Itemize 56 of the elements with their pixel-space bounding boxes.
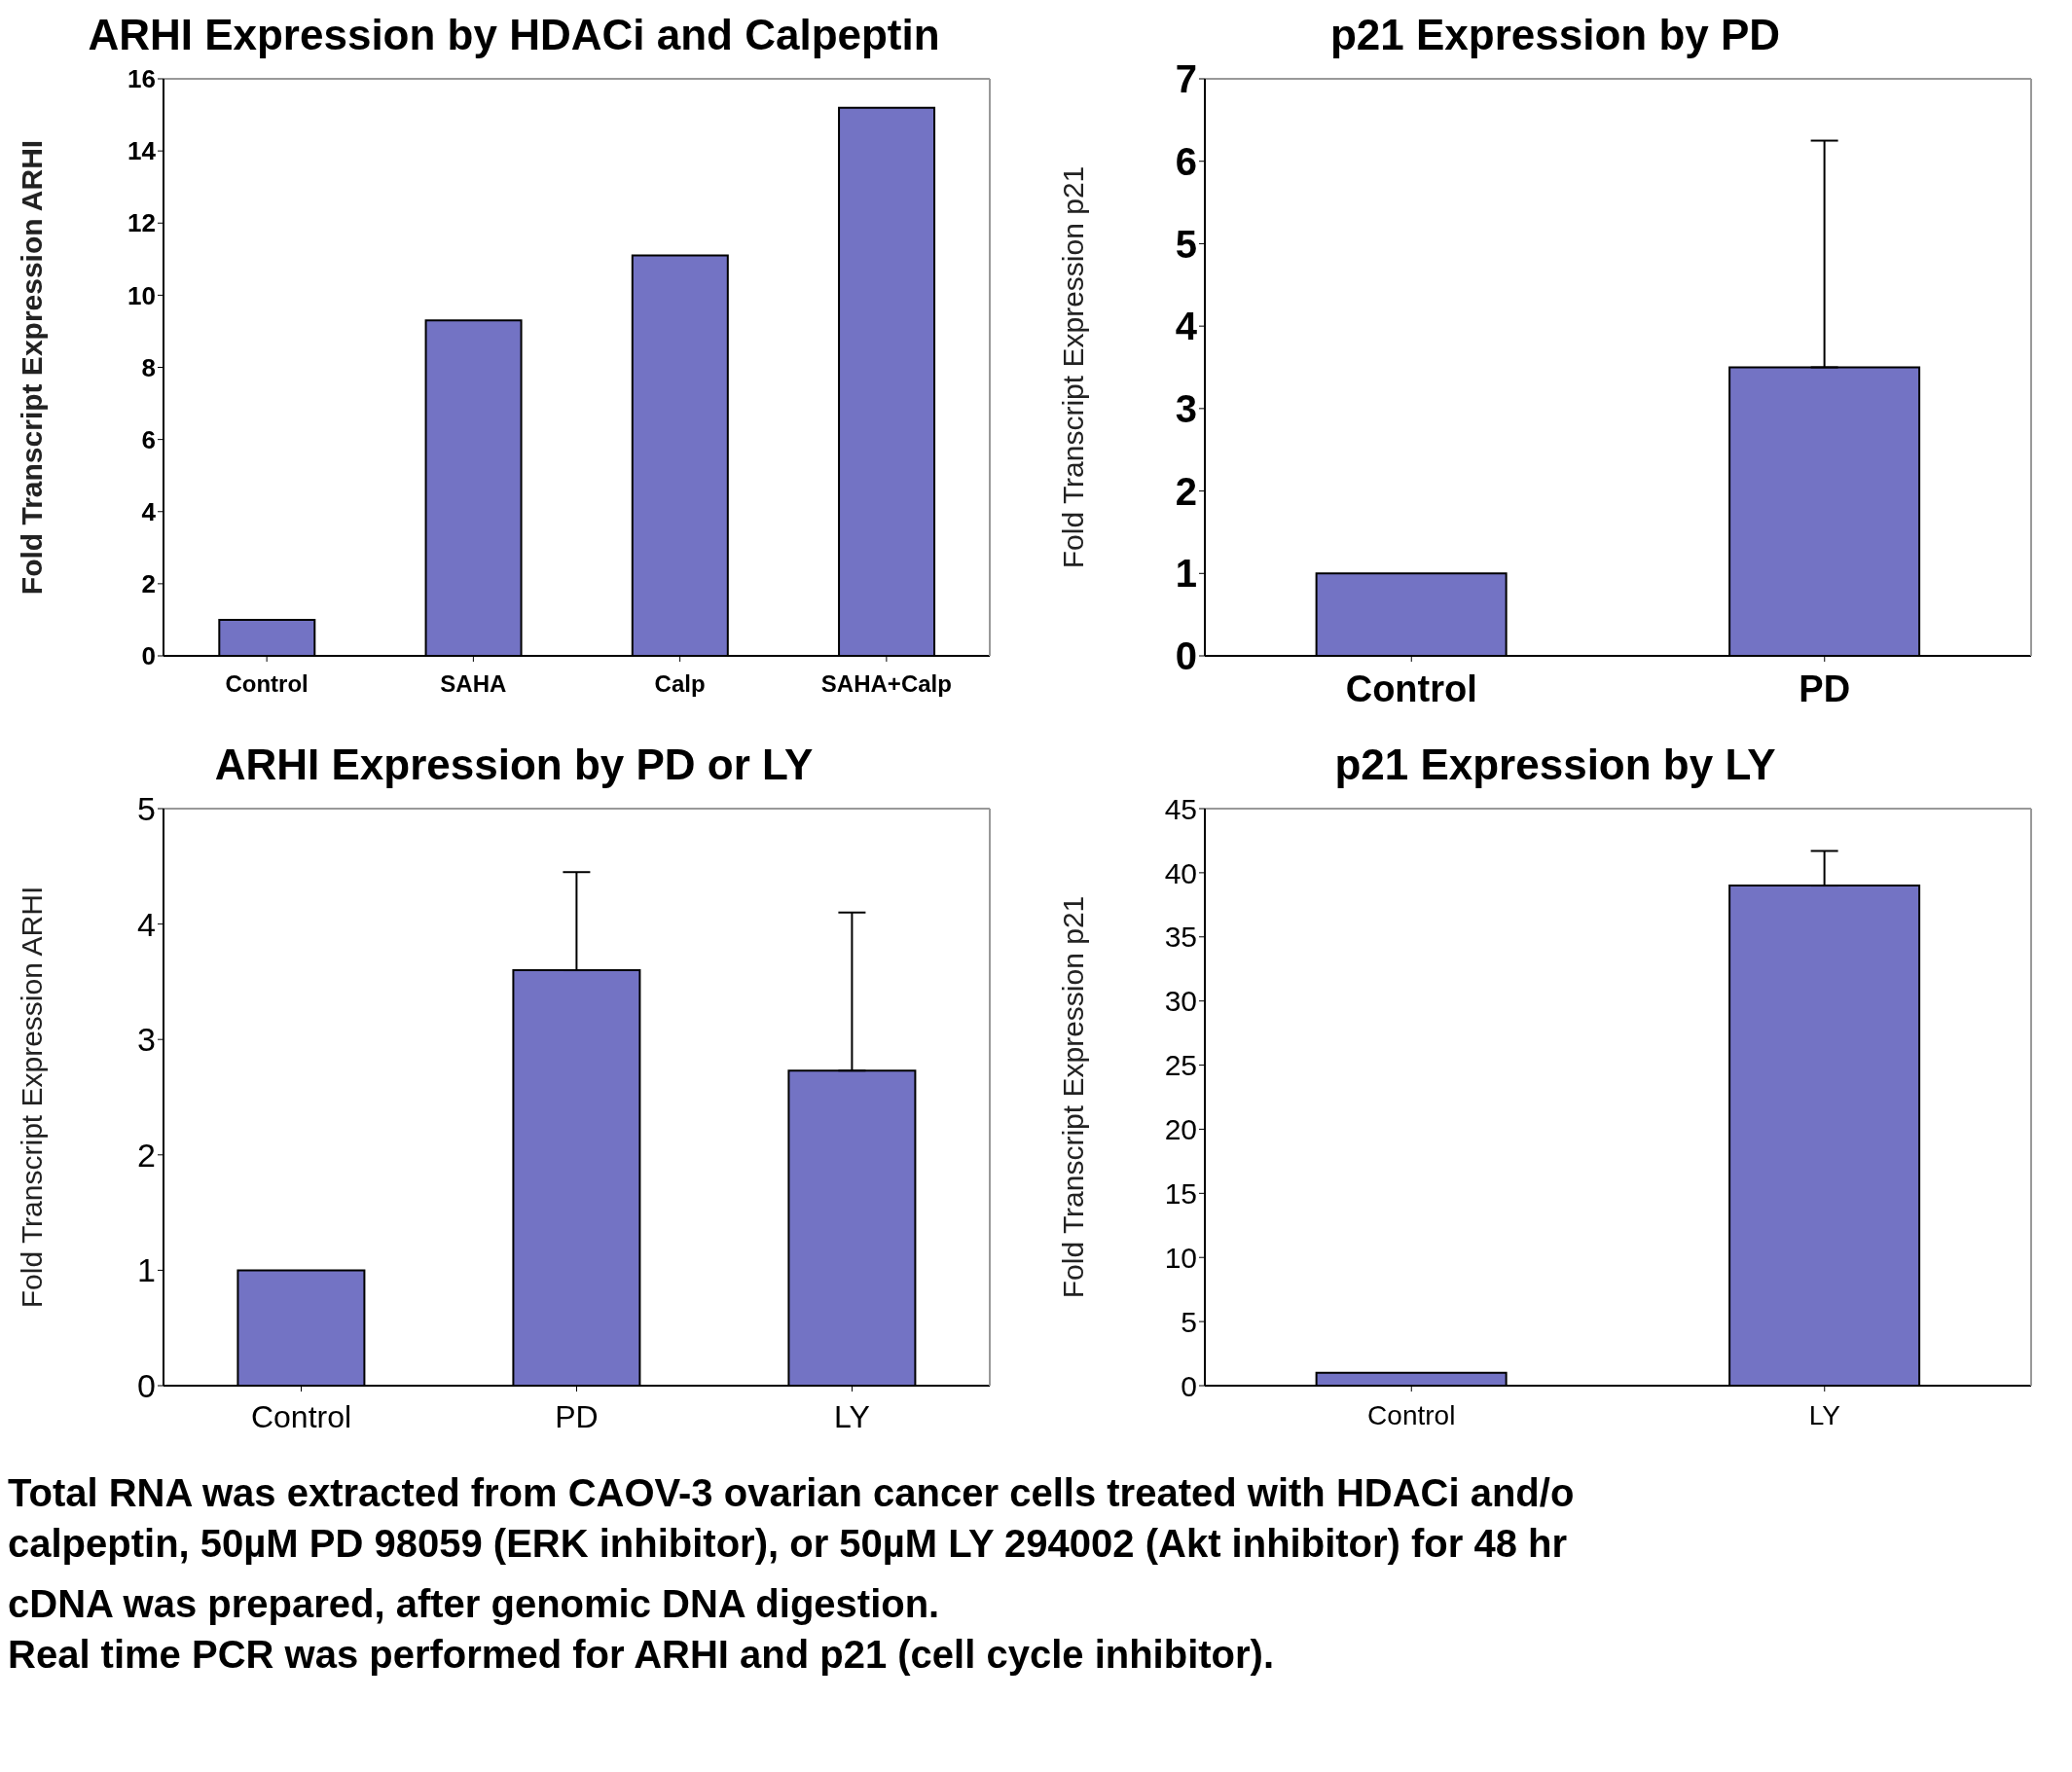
y-tick-label: 5: [137, 790, 156, 828]
y-tick-label: 12: [127, 208, 156, 238]
y-tick-label: 16: [127, 64, 156, 94]
y-tick-label: 0: [1175, 634, 1197, 678]
y-tick-label: 35: [1164, 921, 1197, 954]
y-tick-label: 10: [1164, 1241, 1197, 1274]
y-tick-label: 4: [141, 496, 157, 526]
y-tick-label: 3: [137, 1021, 156, 1059]
y-axis-title: Fold Transcript Expression ARHI: [15, 886, 48, 1309]
y-tick-label: 10: [127, 280, 156, 310]
y-tick-label: 40: [1164, 856, 1197, 889]
x-tick-label: LY: [834, 1398, 870, 1434]
y-axis-title: Fold Transcript Expression p21: [1056, 165, 1089, 569]
y-tick-label: 4: [1175, 305, 1198, 348]
y-tick-label: 7: [1175, 57, 1197, 101]
text: Real time PCR was performed for ARHI and p21 (cell cycle inhibitor).: [8, 1632, 1276, 1678]
y-tick-label: 1: [1175, 552, 1197, 596]
x-tick-label: LY: [1808, 1399, 1841, 1430]
chart-title: p21 Expression by LY: [1333, 740, 1777, 790]
y-tick-label: 2: [137, 1136, 156, 1174]
x-tick-label: Calp: [654, 670, 706, 698]
y-tick-label: 0: [141, 641, 156, 671]
x-tick-label: SAHA+Calp: [820, 670, 952, 698]
y-tick-label: 2: [141, 569, 156, 599]
y-tick-label: 3: [1175, 387, 1197, 431]
y-tick-label: 20: [1164, 1113, 1197, 1146]
y-tick-label: 2: [1175, 469, 1197, 513]
x-tick-label: SAHA: [440, 670, 507, 698]
x-tick-label: Control: [250, 1398, 352, 1434]
y-tick-label: 0: [137, 1367, 156, 1405]
y-tick-label: 0: [1181, 1369, 1197, 1402]
y-tick-label: 4: [137, 905, 156, 943]
y-tick-label: 8: [141, 352, 156, 382]
y-axis-title: Fold Transcript Expression ARHI: [15, 139, 48, 596]
chart-title: ARHI Expression by PD or LY: [213, 740, 815, 790]
x-tick-label: PD: [555, 1398, 599, 1434]
y-tick-label: 1: [137, 1251, 156, 1289]
chart-title: p21 Expression by PD: [1329, 11, 1781, 58]
text: cDNA was prepared, after genomic DNA digestion.: [8, 1581, 941, 1627]
y-tick-label: 15: [1164, 1176, 1197, 1210]
chart-title: ARHI Expression by HDACi and Calpeptin: [87, 10, 941, 60]
x-tick-label: Control: [1367, 1399, 1456, 1430]
text: calpeptin, 50µM PD 98059 (ERK inhibitor), or 50µM LY 294002 (Akt inhibitor) for 48 hr: [8, 1521, 1569, 1567]
y-tick-label: 5: [1175, 222, 1197, 266]
y-tick-label: 30: [1164, 985, 1197, 1018]
y-tick-label: 6: [141, 424, 156, 454]
x-tick-label: Control: [1345, 668, 1477, 709]
y-tick-label: 25: [1164, 1049, 1197, 1082]
x-tick-label: Control: [225, 670, 309, 698]
text: Total RNA was extracted from CAOV-3 ovarian cancer cells treated with HDACi and/o: [8, 1470, 1576, 1516]
y-tick-label: 5: [1181, 1305, 1197, 1338]
x-tick-label: PD: [1799, 668, 1851, 709]
y-tick-label: 14: [127, 136, 157, 166]
y-tick-label: 45: [1164, 792, 1197, 825]
y-axis-title: Fold Transcript Expression p21: [1056, 895, 1089, 1299]
y-tick-label: 6: [1175, 139, 1197, 183]
